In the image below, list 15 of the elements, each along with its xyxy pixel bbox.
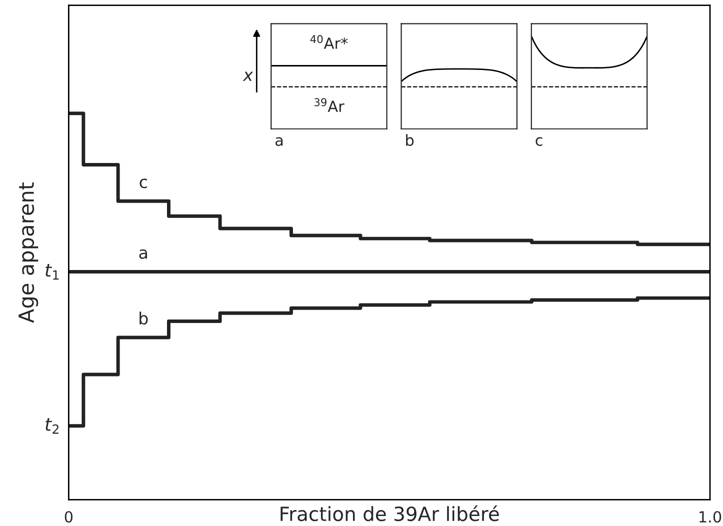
series-label: a: [139, 249, 147, 259]
x-tick-label: 1.0: [700, 511, 722, 523]
text: $^{39}$Ar: [314, 98, 344, 112]
annotation: b: [406, 134, 414, 146]
annotation: a: [276, 137, 283, 146]
annotation: t$_{1}$: [46, 264, 59, 280]
x-tick-label: 0: [64, 511, 73, 523]
x-axis-title: Fraction de 39Ar libéré: [280, 505, 499, 522]
text: $^{40}$Ar*: [310, 35, 348, 49]
annotation: t$_{2}$: [46, 418, 58, 434]
annotation: c: [536, 137, 542, 146]
text: x: [242, 72, 254, 81]
y-axis-title: Age apparent: [18, 182, 38, 323]
series-label: c: [140, 178, 147, 188]
series-label: b: [140, 312, 148, 325]
